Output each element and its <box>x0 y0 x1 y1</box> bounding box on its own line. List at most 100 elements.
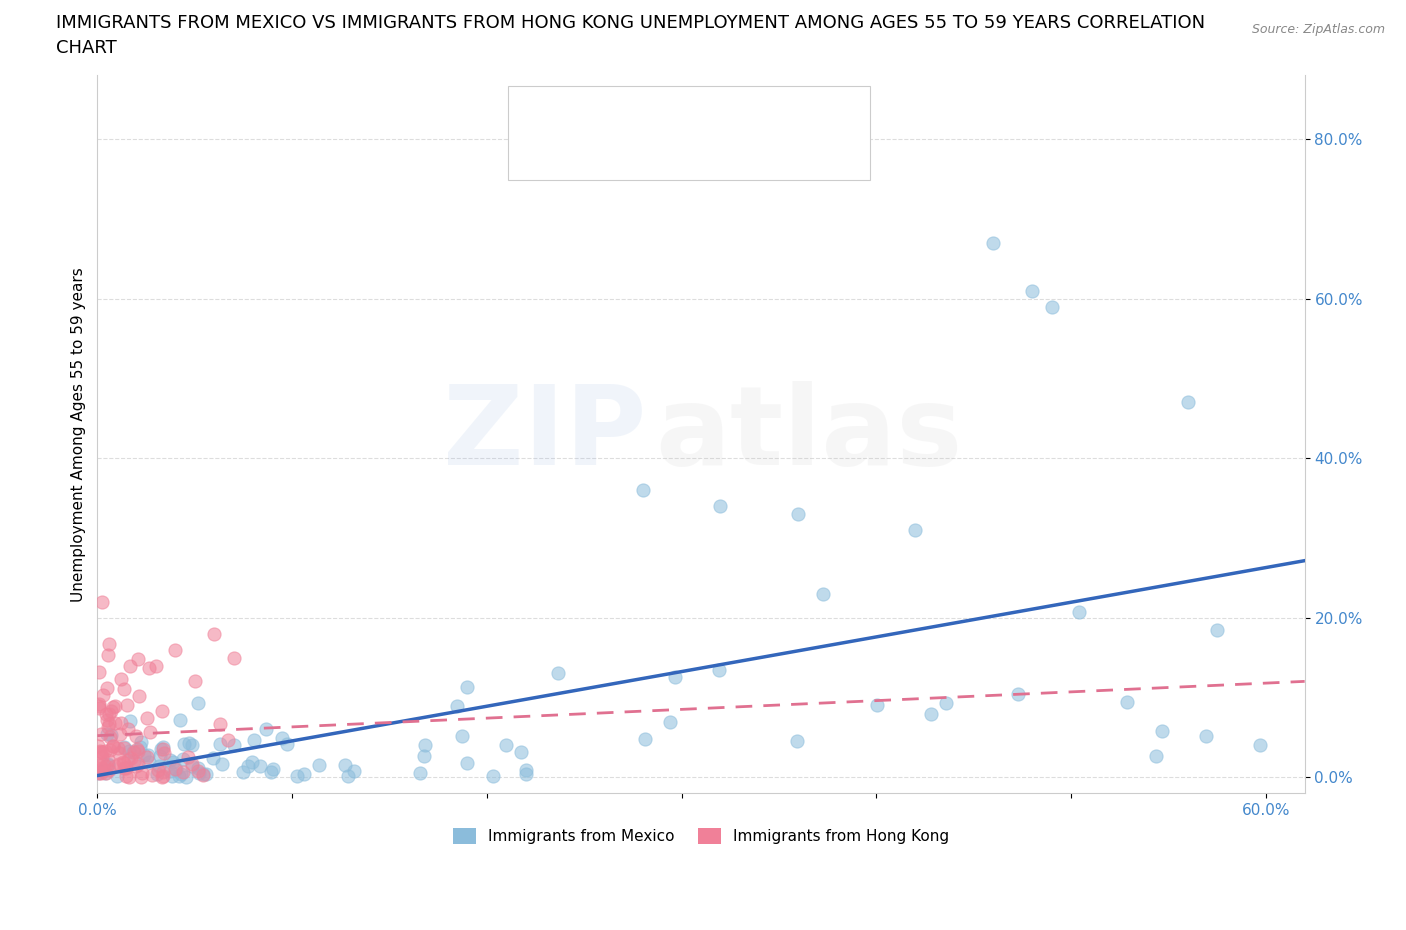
Point <box>104 716 127 731</box>
Text: CHART: CHART <box>56 39 117 57</box>
Point <box>131 765 153 780</box>
Point <box>249 758 271 773</box>
Point <box>89 758 111 773</box>
Point <box>96 758 118 773</box>
Point <box>515 763 537 777</box>
Point <box>91 594 114 609</box>
Point <box>1249 737 1271 752</box>
Point <box>187 764 209 778</box>
Point <box>981 235 1004 250</box>
Point <box>125 728 148 743</box>
Point <box>240 755 263 770</box>
Point <box>904 523 927 538</box>
Point <box>456 755 478 770</box>
Point <box>413 749 436 764</box>
Point <box>131 735 153 750</box>
Point <box>114 739 136 754</box>
Point <box>187 696 209 711</box>
Point <box>138 754 160 769</box>
Point <box>118 658 141 673</box>
Point <box>97 717 120 732</box>
Point <box>101 738 124 753</box>
Text: IMMIGRANTS FROM MEXICO VS IMMIGRANTS FROM HONG KONG UNEMPLOYMENT AMONG AGES 55 T: IMMIGRANTS FROM MEXICO VS IMMIGRANTS FRO… <box>56 14 1205 32</box>
Point <box>145 767 167 782</box>
Point <box>115 768 138 783</box>
Point <box>170 767 193 782</box>
Point <box>87 700 110 715</box>
Legend: Immigrants from Mexico, Immigrants from Hong Kong: Immigrants from Mexico, Immigrants from … <box>447 822 955 850</box>
Point <box>112 741 135 756</box>
Point <box>127 743 149 758</box>
Point <box>110 671 132 686</box>
Point <box>866 698 889 712</box>
Point <box>111 754 134 769</box>
Point <box>152 768 174 783</box>
Point <box>179 736 201 751</box>
Point <box>1177 395 1199 410</box>
Point <box>96 726 118 741</box>
Point <box>208 737 231 751</box>
Point <box>165 642 187 657</box>
Point <box>935 696 957 711</box>
Point <box>292 766 315 781</box>
Point <box>98 636 121 651</box>
Point <box>107 740 129 755</box>
Point <box>222 650 245 665</box>
Point <box>112 755 135 770</box>
Point <box>1021 284 1043 299</box>
Point <box>94 707 117 722</box>
Point <box>451 728 474 743</box>
Point <box>446 699 468 714</box>
Point <box>152 769 174 784</box>
Point <box>1007 686 1029 701</box>
Point <box>90 765 112 780</box>
Point <box>181 757 204 772</box>
Point <box>259 764 281 779</box>
Point <box>495 737 517 752</box>
Point <box>103 699 125 714</box>
Point <box>108 727 131 742</box>
Point <box>148 759 170 774</box>
Point <box>127 652 149 667</box>
Point <box>90 744 112 759</box>
Point <box>1206 623 1229 638</box>
Point <box>173 737 195 751</box>
Point <box>308 757 330 772</box>
Point <box>456 680 478 695</box>
Point <box>94 744 117 759</box>
Point <box>194 766 217 781</box>
Point <box>187 765 209 780</box>
Point <box>136 750 159 764</box>
Point <box>87 698 110 713</box>
Point <box>129 740 152 755</box>
Point <box>108 756 131 771</box>
Point <box>211 757 233 772</box>
Point <box>243 733 266 748</box>
Point <box>87 738 110 753</box>
Point <box>254 722 277 737</box>
Point <box>285 768 308 783</box>
Point <box>110 716 132 731</box>
Point <box>108 746 131 761</box>
Point <box>97 752 120 767</box>
Point <box>510 744 533 759</box>
Point <box>115 698 138 713</box>
Point <box>659 714 682 729</box>
Point <box>94 759 117 774</box>
Text: Source: ZipAtlas.com: Source: ZipAtlas.com <box>1251 23 1385 36</box>
Point <box>128 688 150 703</box>
Point <box>94 765 117 780</box>
Point <box>169 713 191 728</box>
Point <box>1067 604 1090 619</box>
Point <box>515 766 537 781</box>
Point <box>125 759 148 774</box>
Point <box>91 757 114 772</box>
Point <box>145 658 167 673</box>
Point <box>87 664 110 679</box>
Point <box>159 752 181 767</box>
Point <box>100 704 122 719</box>
Point <box>165 762 187 777</box>
Point <box>91 750 114 764</box>
Point <box>127 741 149 756</box>
Point <box>482 769 505 784</box>
